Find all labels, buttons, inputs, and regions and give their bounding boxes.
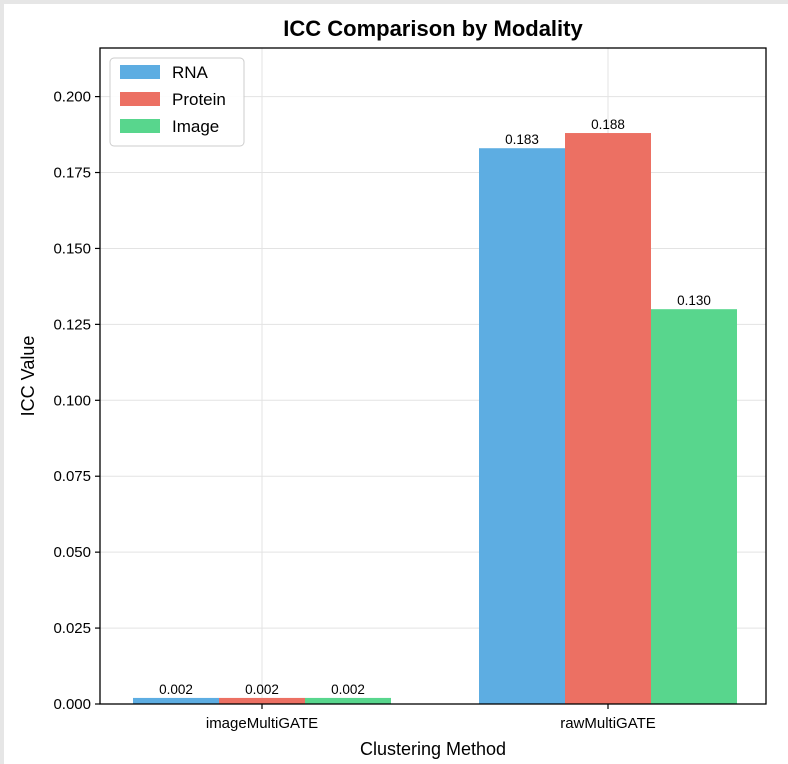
data-label: 0.183 (505, 132, 539, 147)
data-labels: 0.002 0.183 0.002 0.188 0.002 0.130 (159, 117, 711, 697)
bars (133, 133, 737, 704)
y-tick-label: 0.100 (53, 392, 91, 409)
x-axis-label: Clustering Method (360, 739, 506, 759)
bar (651, 309, 737, 704)
y-tick-label: 0.125 (53, 316, 91, 333)
data-label: 0.130 (677, 293, 711, 308)
legend: RNA Protein Image (109, 57, 245, 147)
legend-label: Protein (172, 90, 226, 109)
legend-label: Image (172, 117, 219, 136)
y-tick-label: 0.200 (53, 89, 91, 106)
data-label: 0.188 (591, 117, 625, 132)
y-tick-label: 0.175 (53, 165, 91, 182)
data-label: 0.002 (159, 682, 193, 697)
y-tick-label: 0.075 (53, 468, 91, 485)
bar-chart: 0.002 0.183 0.002 0.188 0.002 0.130 0.000 0.02… (18, 16, 767, 759)
x-tick-label: rawMultiGATE (560, 715, 656, 732)
chart-title: ICC Comparison by Modality (283, 16, 583, 41)
y-axis-label: ICC Value (18, 336, 38, 417)
y-tick-label: 0.025 (53, 620, 91, 637)
bar (305, 697, 391, 704)
bar (133, 697, 219, 704)
y-tick-label: 0.000 (53, 696, 91, 713)
legend-label: RNA (172, 63, 209, 82)
data-label: 0.002 (331, 682, 365, 697)
legend-swatch (120, 92, 160, 106)
legend-swatch (120, 65, 160, 79)
axes: 0.000 0.025 0.050 0.075 0.100 0.125 0.150 0.175… (53, 89, 655, 732)
bar (565, 133, 651, 704)
y-tick-label: 0.050 (53, 544, 91, 561)
bar (479, 148, 565, 704)
chart-figure: 0.002 0.183 0.002 0.188 0.002 0.130 0.000 0.02… (4, 4, 788, 764)
y-tick-label: 0.150 (53, 240, 91, 257)
legend-swatch (120, 119, 160, 133)
data-label: 0.002 (245, 682, 279, 697)
x-tick-label: imageMultiGATE (206, 715, 318, 732)
plot-area-border (99, 47, 767, 705)
bar (219, 697, 305, 704)
